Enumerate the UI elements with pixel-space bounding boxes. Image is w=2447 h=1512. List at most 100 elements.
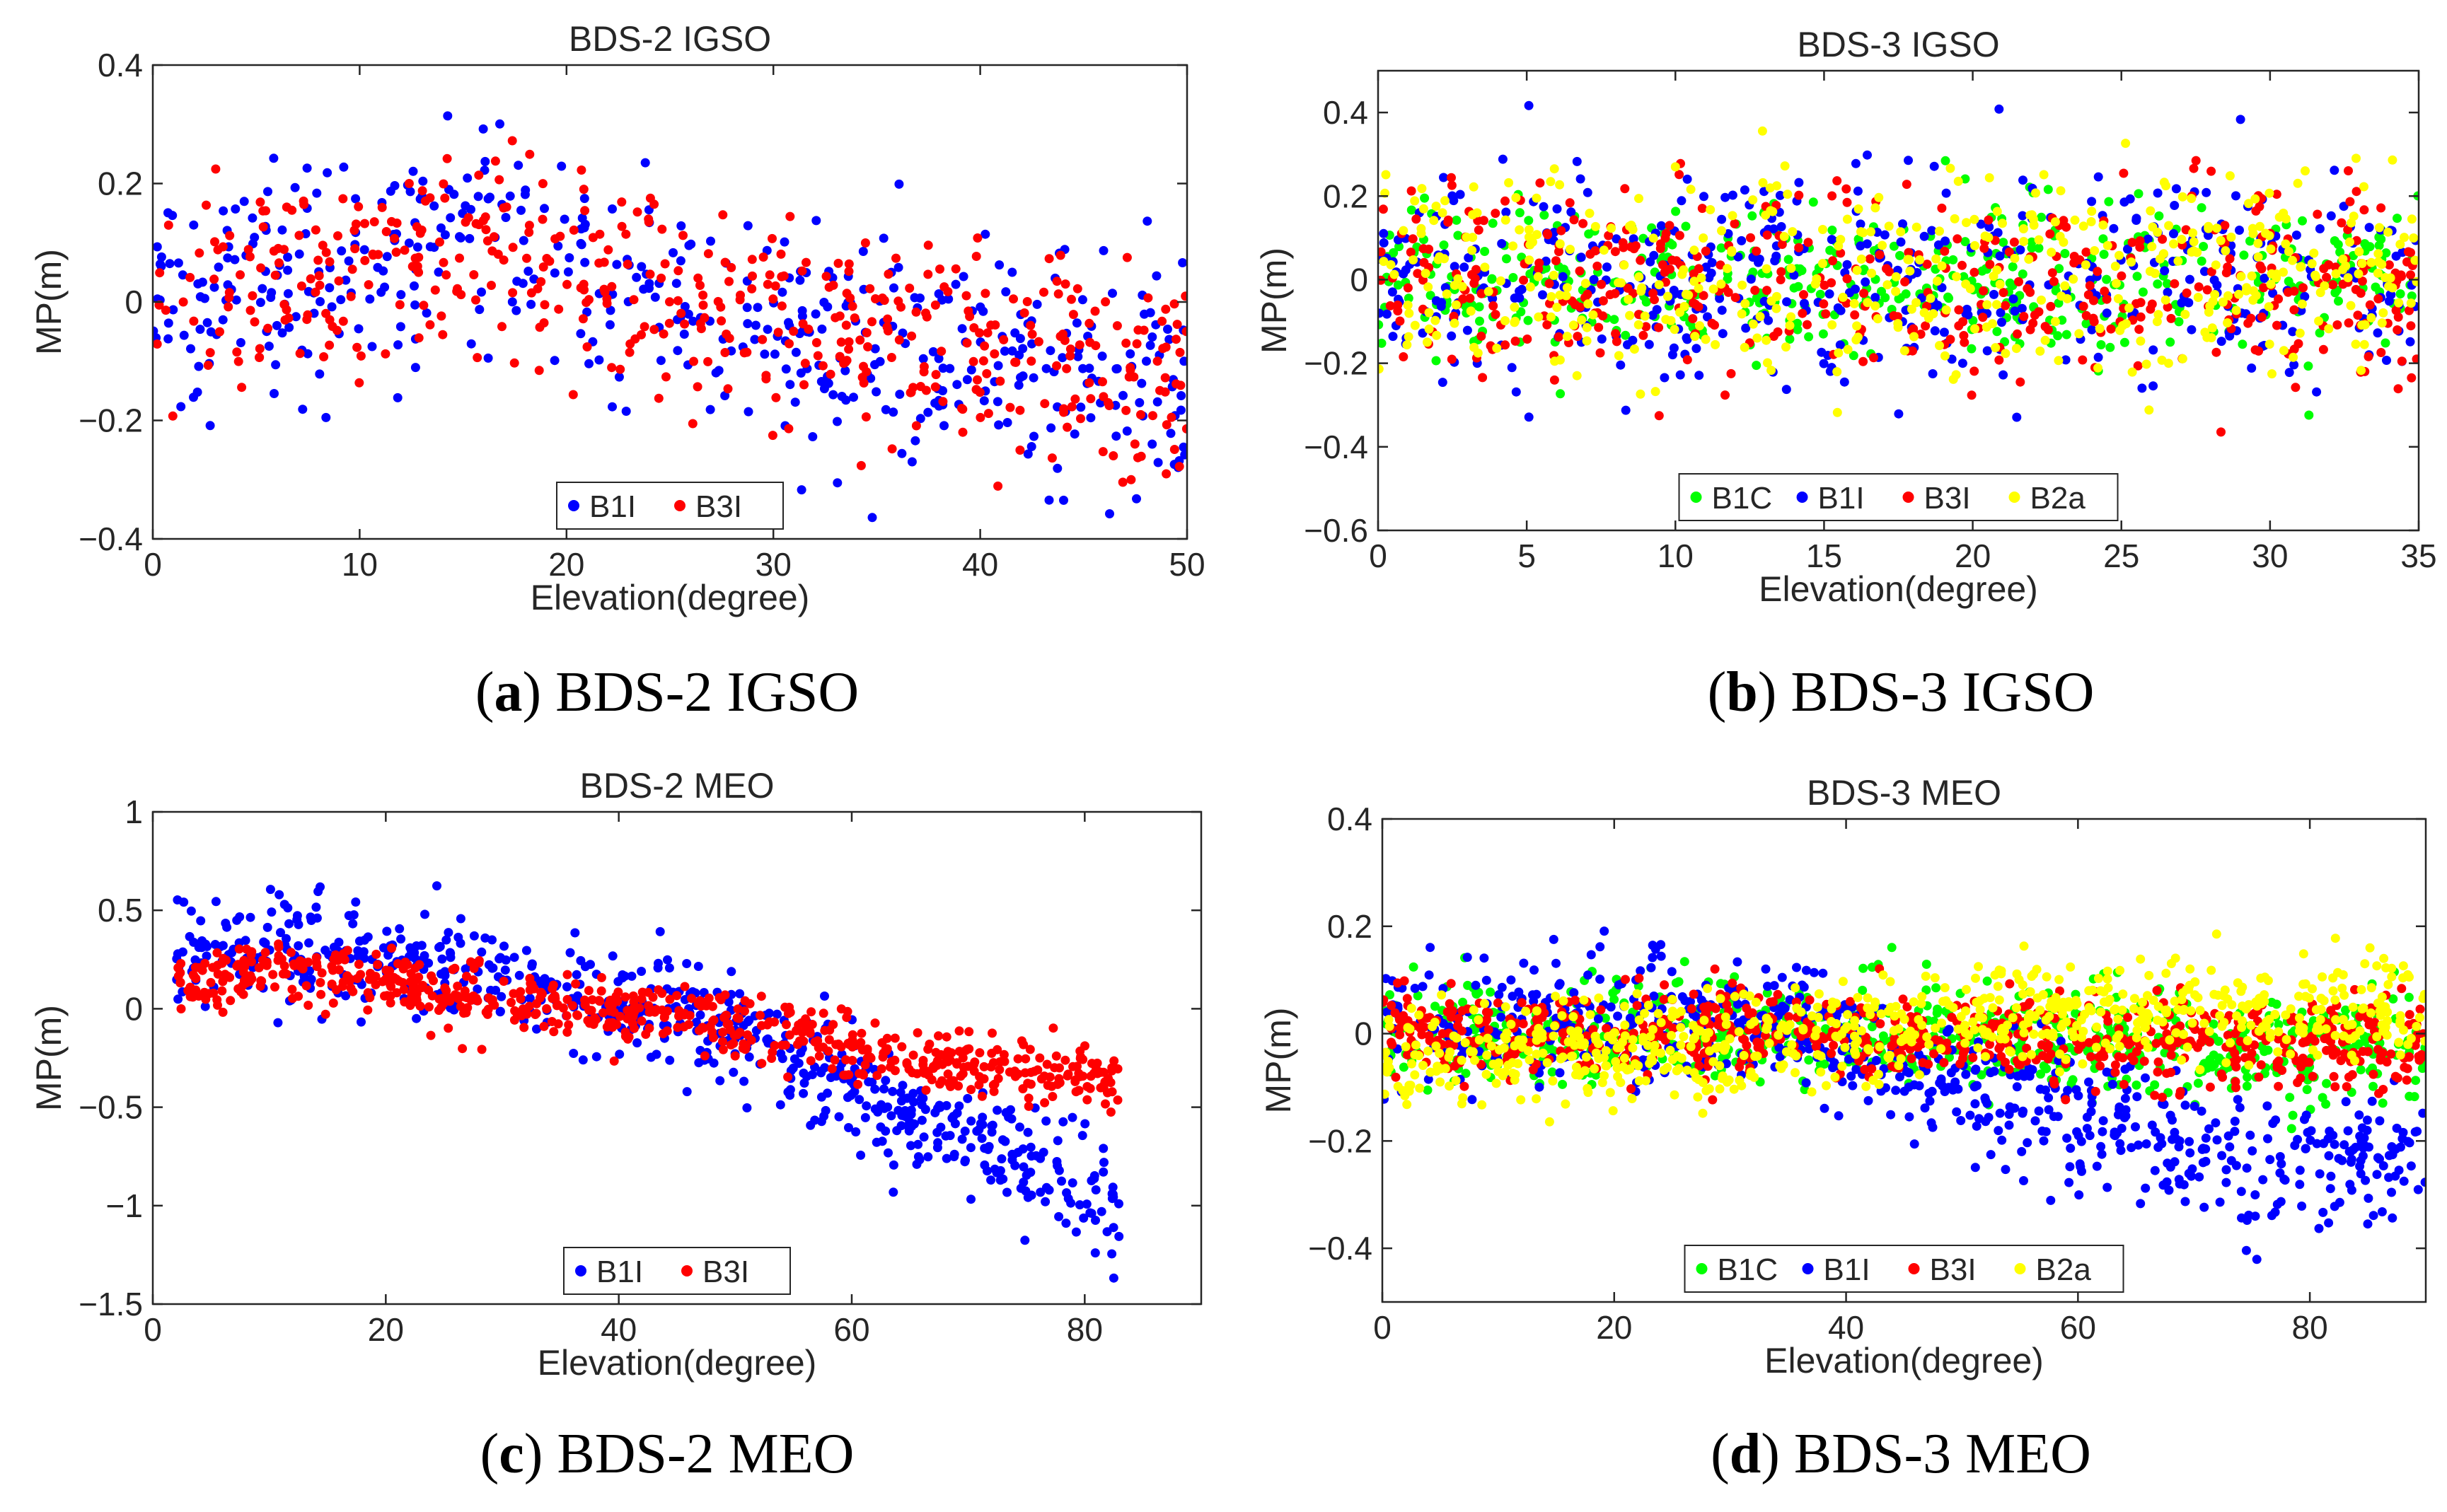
point-b1c (1804, 1055, 1814, 1065)
point-b3i (756, 1011, 765, 1020)
point-b2a (1634, 272, 1644, 281)
point-b1i (1145, 340, 1155, 350)
point-b1i (817, 324, 827, 334)
point-b1i (173, 994, 183, 1004)
point-b1i (735, 989, 745, 999)
point-b3i (1076, 414, 1085, 424)
legend-label: B3I (695, 489, 742, 524)
point-b1i (1996, 308, 2006, 318)
point-b3i (1654, 411, 1664, 421)
point-b3i (317, 968, 327, 978)
point-b1i (669, 248, 678, 257)
point-b1i (526, 299, 536, 309)
point-b3i (986, 1062, 996, 1072)
point-b3i (1399, 352, 1408, 361)
point-b2a (2218, 297, 2228, 307)
point-b1i (1108, 1182, 1118, 1192)
point-b3i (295, 349, 305, 359)
point-b1i (2018, 175, 2027, 185)
point-b1i (1984, 222, 1994, 232)
point-b3i (377, 202, 387, 212)
point-b2a (1737, 280, 1747, 290)
point-b3i (673, 266, 683, 276)
point-b1i (1379, 238, 1389, 248)
point-b3i (1699, 291, 1708, 301)
point-b3i (856, 460, 866, 470)
point-b1i (870, 360, 879, 370)
point-b1i (862, 1101, 872, 1111)
point-b3i (685, 1011, 695, 1020)
point-b3i (621, 229, 631, 239)
point-b3i (482, 1009, 492, 1019)
point-b3i (399, 984, 409, 994)
point-b1i (1077, 295, 1087, 305)
point-b1i (2137, 383, 2147, 393)
point-b2a (1785, 320, 1795, 330)
point-b2a (1423, 337, 1432, 347)
point-b2a (1788, 227, 1798, 237)
point-b3i (629, 1023, 639, 1033)
point-b1i (475, 305, 485, 315)
point-b1i (966, 1194, 976, 1204)
point-b1i (1387, 287, 1397, 297)
point-b3i (799, 380, 809, 390)
point-b2a (1695, 321, 1704, 331)
point-b1i (2141, 1183, 2151, 1193)
point-b3i (1821, 309, 1831, 319)
point-b1i (821, 1105, 831, 1115)
point-b3i (417, 225, 427, 235)
point-b2a (2410, 255, 2419, 265)
point-b3i (2136, 312, 2146, 322)
point-b2a (2373, 268, 2383, 278)
point-b1i (1135, 397, 1145, 407)
point-b1c (2272, 999, 2281, 1009)
point-b1i (1023, 449, 1033, 459)
point-b1i (1026, 442, 1036, 451)
point-b3i (354, 202, 364, 211)
y-tick-label: −0.4 (79, 521, 143, 557)
point-b3i (330, 950, 340, 960)
point-b2a (1763, 358, 1772, 368)
point-b3i (977, 1091, 987, 1101)
point-b1i (2143, 234, 2153, 244)
point-b1i (156, 252, 166, 262)
point-b3i (1024, 1093, 1034, 1103)
point-b1c (1859, 264, 1869, 274)
point-b3i (1798, 308, 1807, 318)
point-b3i (405, 977, 415, 987)
point-b3i (979, 1062, 989, 1071)
point-b1c (1785, 335, 1795, 344)
point-b2a (2163, 359, 2173, 368)
point-b1c (2274, 1020, 2284, 1030)
point-b1i (2199, 267, 2209, 277)
point-b1c (1453, 231, 1463, 240)
legend-marker (674, 500, 685, 511)
point-b1i (163, 208, 173, 218)
point-b3i (2351, 187, 2361, 197)
point-b3i (1655, 243, 1665, 253)
point-b3i (550, 234, 560, 244)
y-tick-label: 0.2 (98, 165, 143, 202)
point-b3i (473, 353, 482, 363)
point-b2a (2055, 231, 2065, 241)
point-b3i (243, 245, 253, 255)
point-b2a (1408, 255, 1418, 264)
point-b3i (497, 322, 507, 332)
point-b2a (1510, 318, 1520, 327)
x-axis-label: Elevation(degree) (531, 578, 810, 617)
point-b1i (1782, 297, 1792, 307)
point-b1i (344, 911, 354, 921)
point-b2a (1933, 277, 1942, 286)
point-b1i (2074, 1190, 2084, 1200)
point-b2a (1629, 344, 1639, 354)
point-b3i (954, 1047, 964, 1057)
point-b3i (771, 392, 781, 402)
point-b1c (2285, 1093, 2295, 1103)
point-b3i (1447, 180, 1457, 190)
point-b1c (2410, 1092, 2419, 1102)
point-b1i (2268, 289, 2278, 298)
point-b3i (1065, 351, 1075, 361)
legend-marker (575, 1265, 586, 1277)
point-b2a (1619, 260, 1629, 270)
